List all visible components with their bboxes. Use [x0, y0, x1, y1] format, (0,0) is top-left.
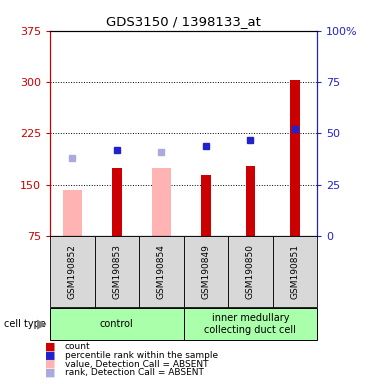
- Bar: [50, 236, 95, 307]
- Bar: [152, 168, 171, 236]
- Text: ■: ■: [45, 359, 55, 369]
- Text: value, Detection Call = ABSENT: value, Detection Call = ABSENT: [65, 359, 209, 369]
- Bar: [184, 308, 317, 340]
- Text: inner medullary
collecting duct cell: inner medullary collecting duct cell: [204, 313, 296, 335]
- Text: ■: ■: [45, 368, 55, 378]
- Text: GSM190854: GSM190854: [157, 244, 166, 299]
- Text: GSM190850: GSM190850: [246, 244, 255, 299]
- Bar: [201, 174, 211, 236]
- Bar: [50, 308, 184, 340]
- Text: ▶: ▶: [37, 318, 46, 331]
- Text: GSM190849: GSM190849: [201, 244, 210, 299]
- Text: ■: ■: [45, 350, 55, 360]
- Text: cell type: cell type: [4, 319, 46, 329]
- Text: GSM190851: GSM190851: [290, 244, 299, 299]
- Bar: [228, 236, 273, 307]
- Text: percentile rank within the sample: percentile rank within the sample: [65, 351, 218, 360]
- Bar: [139, 236, 184, 307]
- Text: ■: ■: [45, 341, 55, 351]
- Bar: [112, 168, 122, 236]
- Text: GSM190853: GSM190853: [112, 244, 121, 299]
- Bar: [95, 236, 139, 307]
- Title: GDS3150 / 1398133_at: GDS3150 / 1398133_at: [106, 15, 261, 28]
- Bar: [246, 166, 255, 236]
- Text: rank, Detection Call = ABSENT: rank, Detection Call = ABSENT: [65, 368, 204, 377]
- Text: control: control: [100, 319, 134, 329]
- Bar: [273, 236, 317, 307]
- Text: count: count: [65, 342, 91, 351]
- Bar: [184, 236, 228, 307]
- Bar: [290, 80, 300, 236]
- Bar: [63, 190, 82, 236]
- Text: GSM190852: GSM190852: [68, 244, 77, 299]
